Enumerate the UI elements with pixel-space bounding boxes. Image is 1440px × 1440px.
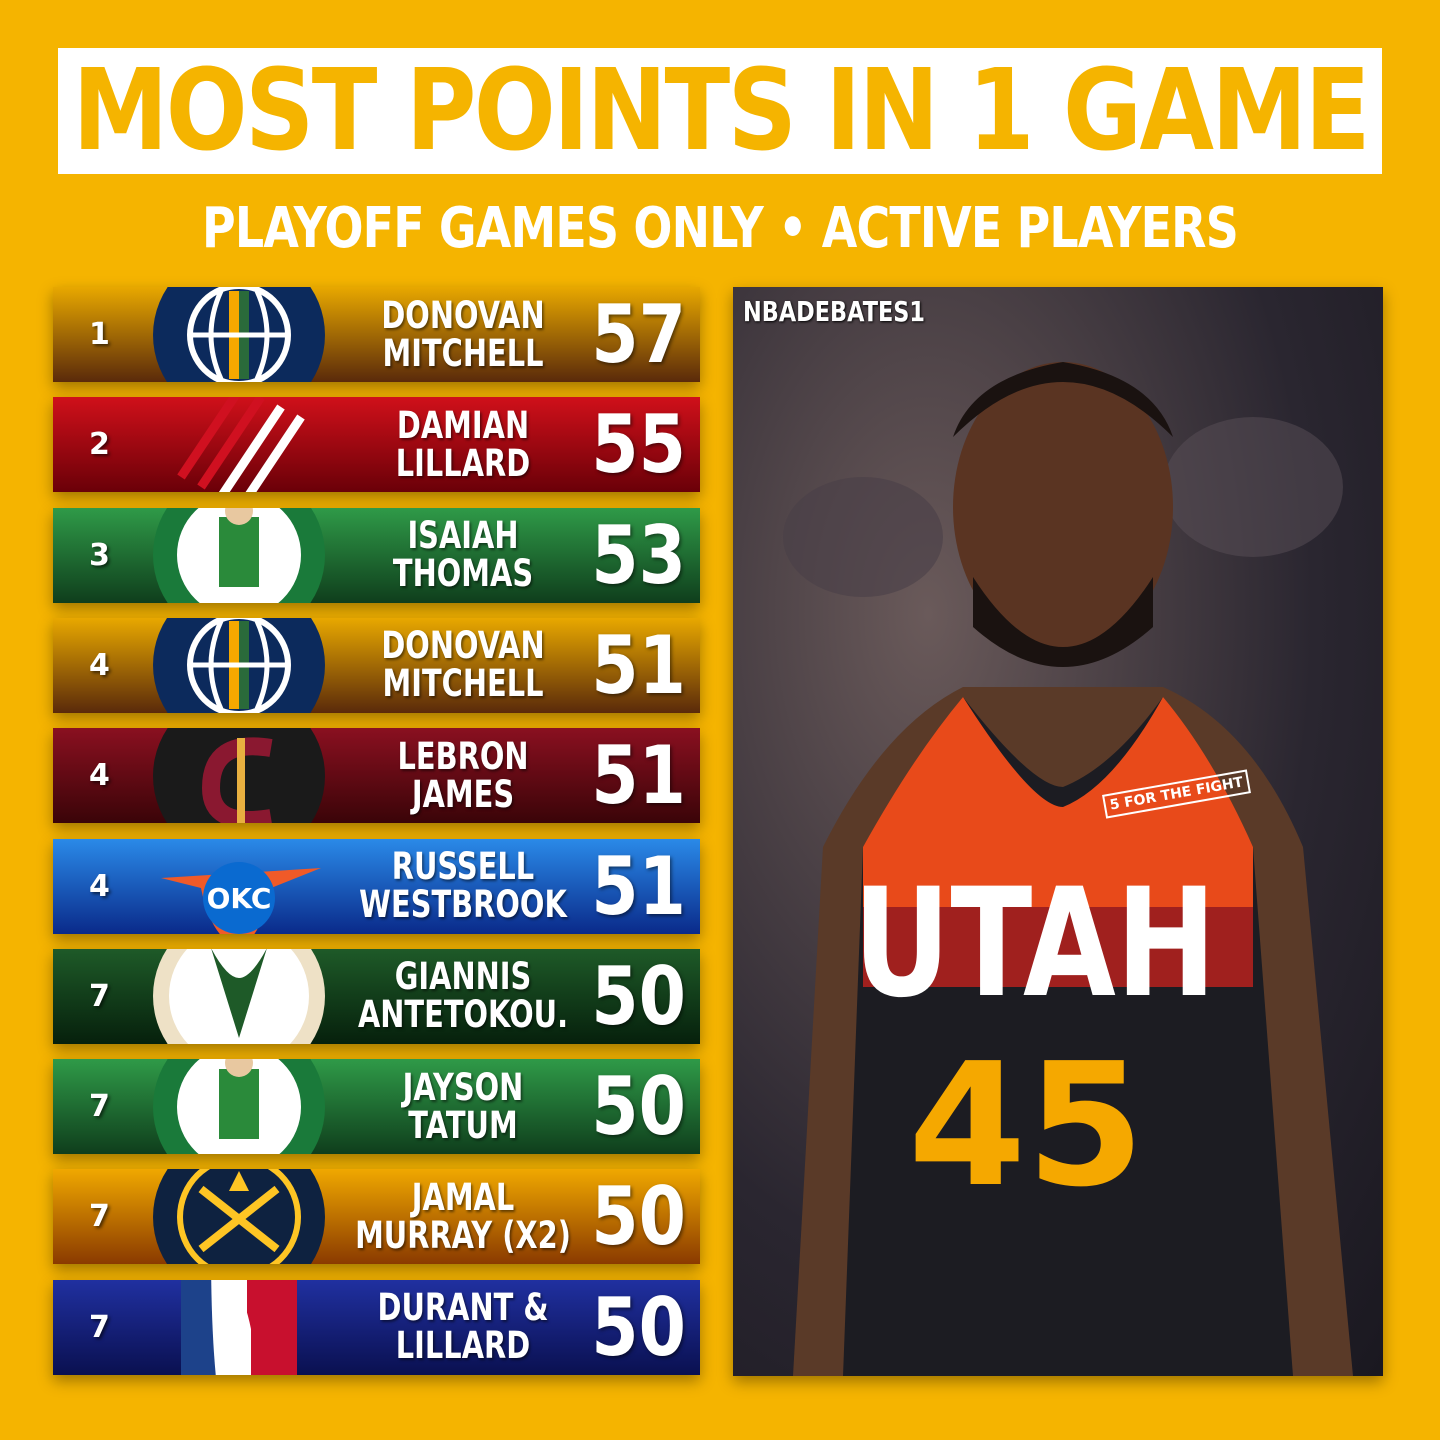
ranking-row: 1 DONOVAN MITCHELL 57 bbox=[53, 287, 700, 382]
player-name-line2: LILLARD bbox=[395, 441, 531, 485]
player-name-line1: JAYSON bbox=[402, 1065, 524, 1109]
points-value: 50 bbox=[591, 949, 686, 1043]
rank-number: 4 bbox=[89, 868, 110, 904]
player-name-line1: DURANT & bbox=[377, 1286, 549, 1330]
rank-number: 7 bbox=[89, 1199, 110, 1235]
player-name: RUSSELL WESTBROOK bbox=[359, 839, 567, 934]
player-name-line2: TATUM bbox=[408, 1103, 518, 1147]
ranking-row: 4 OKC RUSSELL WESTBROOK 51 bbox=[53, 838, 700, 934]
player-name-line2: THOMAS bbox=[392, 552, 534, 596]
rank-number: 4 bbox=[89, 758, 110, 794]
points-value: 50 bbox=[591, 1280, 686, 1374]
denver-nuggets-logo-icon bbox=[151, 1169, 327, 1265]
subtitle: PLAYOFF GAMES ONLY • ACTIVE PLAYERS bbox=[202, 196, 1239, 261]
player-name-line1: ISAIAH bbox=[407, 514, 519, 558]
rank-number: 2 bbox=[89, 427, 110, 463]
player-photo: UTAH 45 5 FOR THE FIGHT NBADEBATES1 bbox=[733, 287, 1383, 1376]
points-value: 55 bbox=[591, 398, 686, 492]
jersey-number: 45 bbox=[908, 1027, 1145, 1225]
rank-number: 7 bbox=[89, 1309, 110, 1345]
boston-celtics-logo-icon bbox=[151, 1059, 327, 1155]
player-illustration bbox=[783, 362, 1353, 1376]
ranking-row: 7 JAYSON TATUM 50 bbox=[53, 1059, 700, 1155]
okc-thunder-logo-icon: OKC bbox=[151, 839, 327, 934]
svg-text:OKC: OKC bbox=[207, 882, 272, 915]
rank-number: 3 bbox=[89, 537, 110, 573]
player-name-line1: DONOVAN bbox=[381, 293, 545, 337]
points-value: 53 bbox=[591, 508, 686, 602]
nba-logo-icon bbox=[151, 1279, 327, 1375]
watermark: NBADEBATES1 bbox=[743, 295, 926, 328]
milwaukee-bucks-logo-icon bbox=[151, 948, 327, 1044]
ranking-row: 7 JAMAL MURRAY (X2) 50 bbox=[53, 1169, 700, 1265]
player-name: JAMAL MURRAY (X2) bbox=[355, 1169, 571, 1264]
rank-number: 7 bbox=[89, 1089, 110, 1125]
player-name: JAYSON TATUM bbox=[369, 1059, 556, 1154]
player-name-line2: ANTETOKOU. bbox=[357, 993, 569, 1037]
player-name: DAMIAN LILLARD bbox=[369, 397, 556, 492]
player-name-line1: DAMIAN bbox=[396, 403, 530, 447]
boston-celtics-logo-icon bbox=[151, 507, 327, 603]
player-name-line2: MITCHELL bbox=[382, 331, 544, 375]
rank-number: 1 bbox=[89, 317, 110, 352]
player-name-line2: MITCHELL bbox=[382, 662, 544, 706]
player-name-line2: WESTBROOK bbox=[359, 883, 567, 926]
player-name-line2: LILLARD bbox=[395, 1324, 531, 1368]
player-name: LEBRON JAMES bbox=[369, 728, 556, 823]
ranking-row: 3 ISAIAH THOMAS 53 bbox=[53, 507, 700, 603]
points-value: 57 bbox=[591, 288, 686, 381]
title-banner: MOST POINTS IN 1 GAME bbox=[58, 46, 1382, 176]
player-name: GIANNIS ANTETOKOU. bbox=[358, 949, 568, 1044]
player-name: DURANT & LILLARD bbox=[369, 1280, 556, 1375]
jersey-team-text: UTAH bbox=[853, 857, 1217, 1031]
utah-jazz-logo-icon bbox=[151, 617, 327, 713]
rank-number: 4 bbox=[89, 647, 110, 683]
cleveland-cavaliers-logo-icon: CAVALIERS bbox=[151, 728, 327, 824]
player-name: DONOVAN MITCHELL bbox=[369, 618, 556, 713]
rank-number: 7 bbox=[89, 978, 110, 1014]
player-name-line1: DONOVAN bbox=[381, 624, 545, 668]
player-name-line1: LEBRON bbox=[397, 734, 529, 778]
ranking-row: 2 DAMIAN LILLARD 55 bbox=[53, 397, 700, 493]
player-name-line2: MURRAY (X2) bbox=[355, 1213, 571, 1257]
utah-jazz-logo-icon bbox=[151, 287, 327, 382]
ranking-row: 7 GIANNIS ANTETOKOU. 50 bbox=[53, 948, 700, 1044]
points-value: 51 bbox=[591, 618, 686, 712]
player-name-line1: JAMAL bbox=[411, 1175, 515, 1219]
points-value: 50 bbox=[591, 1170, 686, 1264]
page-title: MOST POINTS IN 1 GAME bbox=[72, 46, 1370, 176]
player-name: ISAIAH THOMAS bbox=[369, 508, 556, 603]
ranking-row: 7 DURANT & LILLARD 50 bbox=[53, 1279, 700, 1375]
player-name: DONOVAN MITCHELL bbox=[369, 287, 556, 382]
ranking-row: 4 DONOVAN MITCHELL 51 bbox=[53, 617, 700, 713]
player-name-line1: GIANNIS bbox=[394, 955, 532, 999]
portland-trail-blazers-logo-icon bbox=[151, 397, 327, 493]
points-value: 51 bbox=[591, 839, 686, 933]
player-name-line1: RUSSELL bbox=[391, 845, 535, 888]
player-name-line2: JAMES bbox=[411, 772, 515, 816]
points-value: 51 bbox=[591, 729, 686, 823]
points-value: 50 bbox=[591, 1060, 686, 1154]
